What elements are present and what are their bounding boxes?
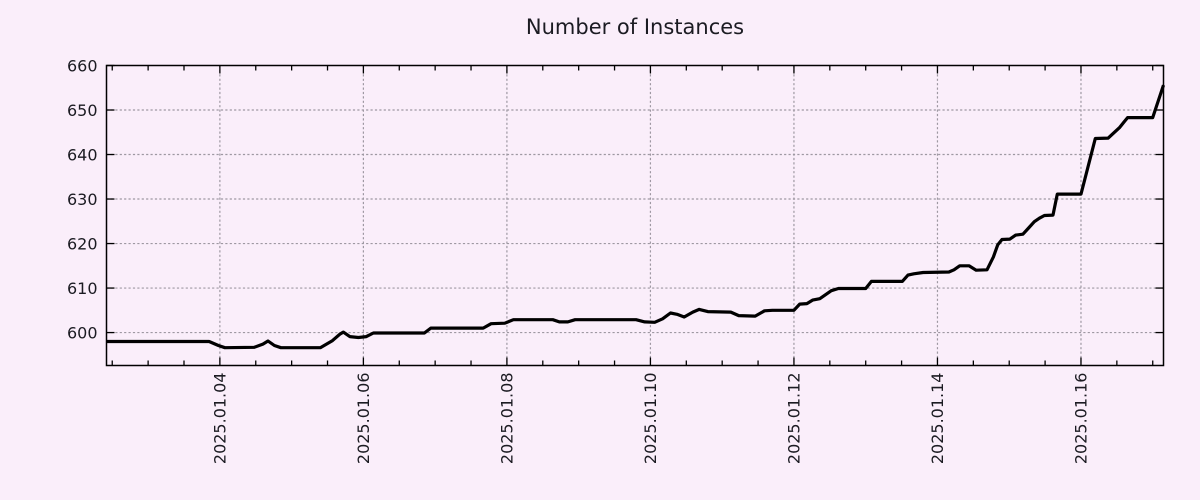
- chart-title: Number of Instances: [525, 15, 745, 39]
- y-tick-label: 620: [67, 235, 98, 254]
- y-tick-label: 640: [67, 146, 98, 165]
- x-tick-label: 2025.01.10: [641, 373, 660, 465]
- x-tick-label: 2025.01.16: [1071, 373, 1090, 465]
- y-tick-label: 610: [67, 279, 98, 298]
- y-tick-label: 600: [67, 324, 98, 343]
- x-tick-label: 2025.01.14: [928, 373, 947, 465]
- x-tick-label: 2025.01.06: [354, 373, 373, 465]
- y-tick-label: 660: [67, 57, 98, 76]
- plot-border: [105, 64, 1165, 367]
- series-line: [106, 84, 1166, 350]
- x-tick-label: 2025.01.04: [210, 373, 229, 465]
- x-tick-label: 2025.01.12: [784, 373, 803, 465]
- y-tick-label: 630: [67, 190, 98, 209]
- y-tick-label: 650: [67, 101, 98, 120]
- x-tick-label: 2025.01.08: [497, 373, 516, 465]
